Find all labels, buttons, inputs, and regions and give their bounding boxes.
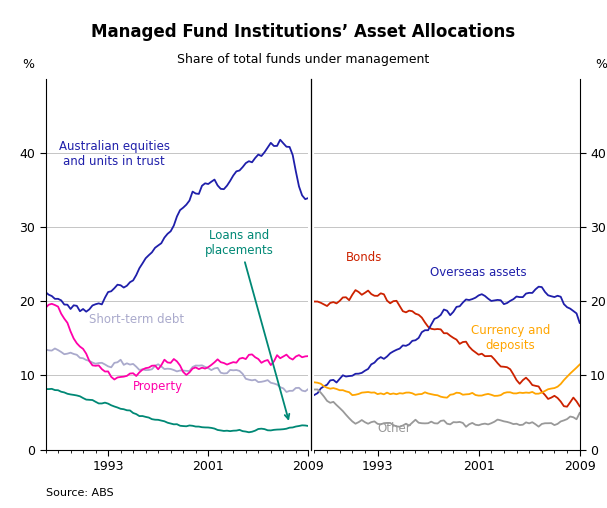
Text: %: % (22, 58, 34, 71)
Text: Short-term debt: Short-term debt (89, 313, 185, 326)
Text: Overseas assets: Overseas assets (430, 266, 527, 279)
Text: %: % (595, 58, 607, 71)
Text: Source: ABS: Source: ABS (46, 488, 113, 498)
Text: Share of total funds under management: Share of total funds under management (177, 53, 430, 67)
Text: Bonds: Bonds (346, 251, 382, 264)
Text: Loans and
placements: Loans and placements (205, 229, 290, 419)
Text: Australian equities
and units in trust: Australian equities and units in trust (59, 140, 170, 168)
Text: Currency and
deposits: Currency and deposits (470, 324, 550, 353)
Text: Managed Fund Institutions’ Asset Allocations: Managed Fund Institutions’ Asset Allocat… (92, 23, 515, 41)
Text: Other: Other (378, 422, 412, 435)
Text: Property: Property (133, 380, 183, 393)
